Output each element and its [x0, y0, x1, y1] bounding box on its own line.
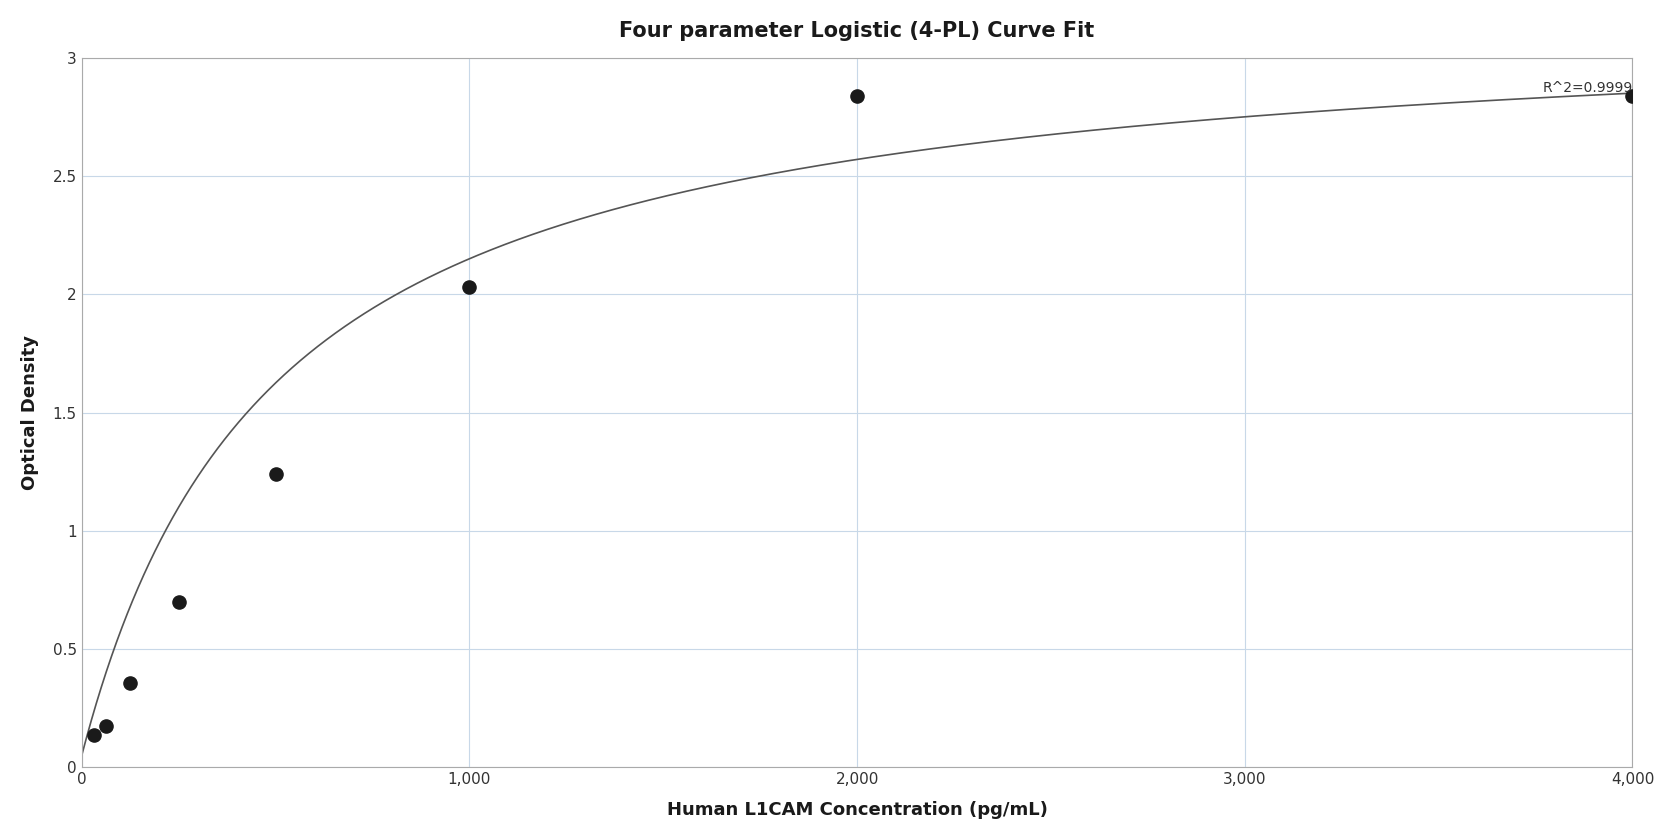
X-axis label: Human L1CAM Concentration (pg/mL): Human L1CAM Concentration (pg/mL) — [667, 801, 1047, 819]
Point — [166, 596, 193, 609]
Point — [1620, 89, 1647, 102]
Y-axis label: Optical Density: Optical Density — [20, 335, 39, 490]
Point — [117, 677, 144, 690]
Title: Four parameter Logistic (4-PL) Curve Fit: Four parameter Logistic (4-PL) Curve Fit — [620, 21, 1095, 41]
Point — [263, 467, 290, 480]
Text: R^2=0.9999: R^2=0.9999 — [1543, 81, 1633, 95]
Point — [92, 719, 119, 732]
Point — [456, 281, 482, 294]
Point — [80, 728, 107, 742]
Point — [844, 89, 871, 102]
